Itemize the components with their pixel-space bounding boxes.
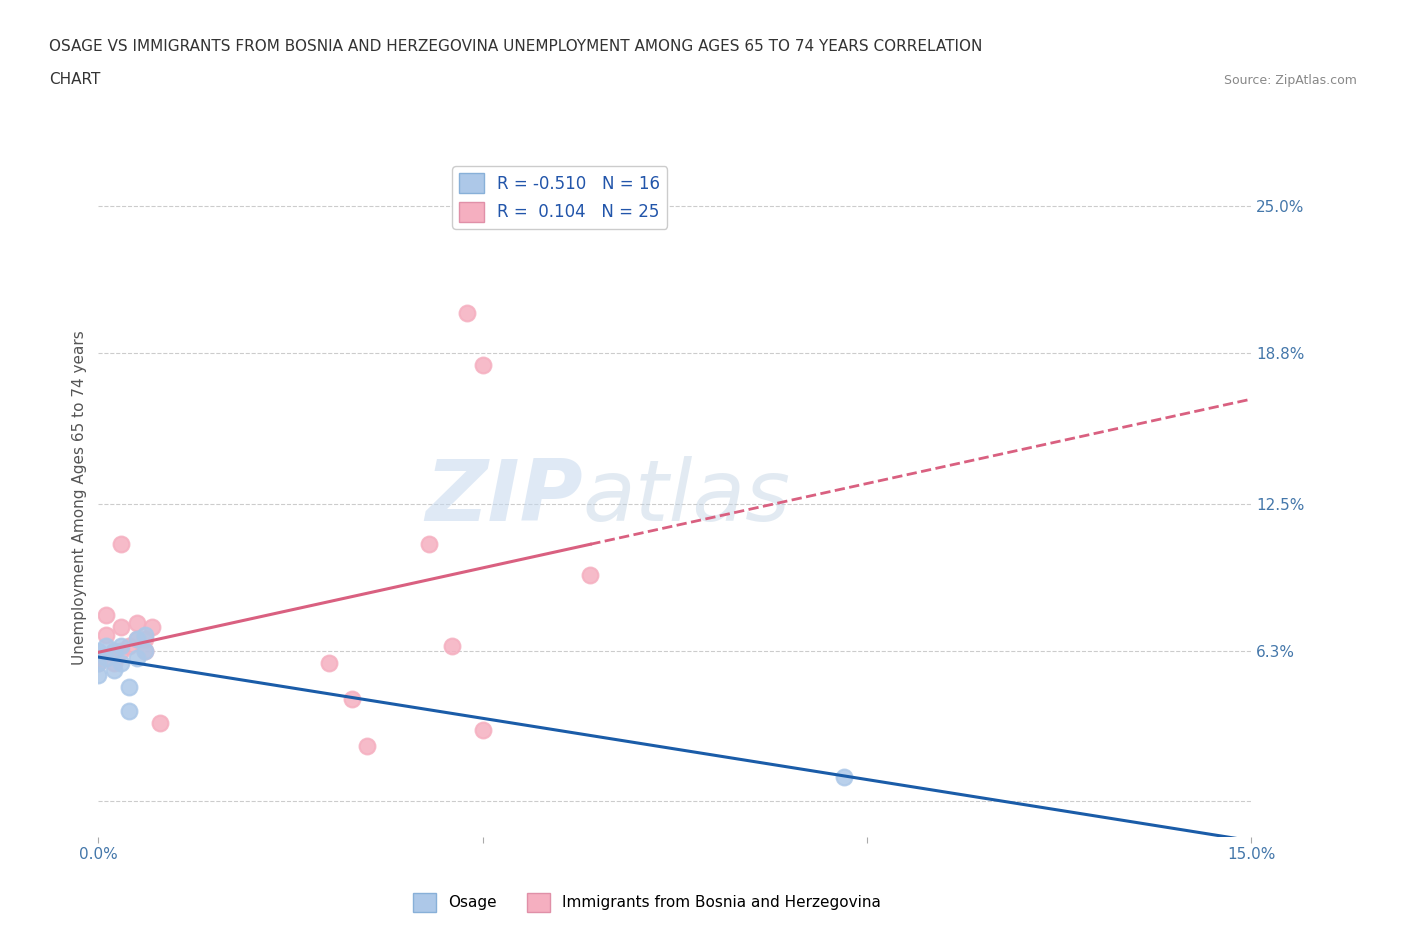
Point [125,615,148,630]
Text: ZIP: ZIP [425,456,582,539]
Point [118,703,141,718]
Point [134,644,156,658]
Point [134,631,156,646]
Point [832,770,855,785]
Point [110,620,132,635]
Text: OSAGE VS IMMIGRANTS FROM BOSNIA AND HERZEGOVINA UNEMPLOYMENT AMONG AGES 65 TO 74: OSAGE VS IMMIGRANTS FROM BOSNIA AND HERZ… [49,39,983,54]
Point [87,668,110,683]
Point [418,537,440,551]
Point [125,631,148,646]
Point [94,608,117,623]
Point [579,567,602,582]
Point [94,651,117,666]
Text: atlas: atlas [582,456,790,539]
Point [134,644,156,658]
Point [118,639,141,654]
Point [110,537,132,551]
Text: Source: ZipAtlas.com: Source: ZipAtlas.com [1223,73,1357,86]
Point [471,723,494,737]
Point [318,656,340,671]
Point [110,644,132,658]
Legend: R = -0.510   N = 16, R =  0.104   N = 25: R = -0.510 N = 16, R = 0.104 N = 25 [453,166,666,229]
Point [110,656,132,671]
Point [118,680,141,695]
Point [103,644,125,658]
Y-axis label: Unemployment Among Ages 65 to 74 years: Unemployment Among Ages 65 to 74 years [72,330,87,665]
Point [110,639,132,654]
Point [94,639,117,654]
Point [125,651,148,666]
Text: CHART: CHART [49,72,101,86]
Point [440,639,463,654]
Point [94,627,117,642]
Point [141,620,163,635]
Point [87,651,110,666]
Point [340,691,363,706]
Point [149,715,172,730]
Point [87,644,110,658]
Point [471,358,494,373]
Point [103,656,125,671]
Point [125,631,148,646]
Point [134,627,156,642]
Point [87,656,110,671]
Point [103,644,125,658]
Point [103,663,125,678]
Legend: Osage, Immigrants from Bosnia and Herzegovina: Osage, Immigrants from Bosnia and Herzeg… [406,887,887,918]
Point [356,739,378,754]
Point [456,305,478,320]
Point [87,656,110,671]
